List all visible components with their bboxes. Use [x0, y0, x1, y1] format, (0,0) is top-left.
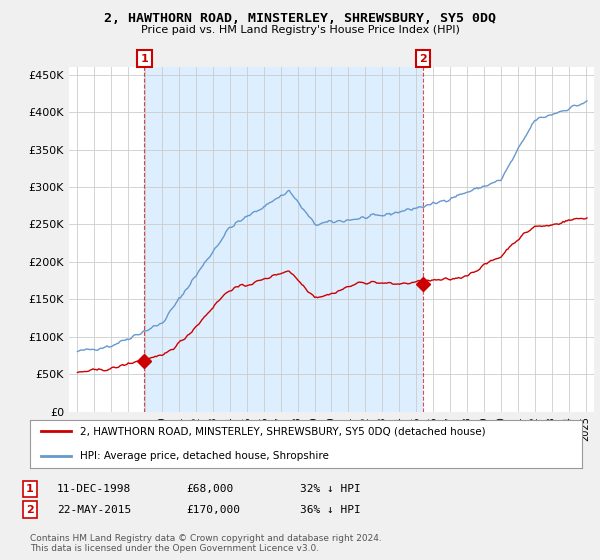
Text: Contains HM Land Registry data © Crown copyright and database right 2024.
This d: Contains HM Land Registry data © Crown c… — [30, 534, 382, 553]
Text: 1: 1 — [140, 54, 148, 64]
Text: 32% ↓ HPI: 32% ↓ HPI — [300, 484, 361, 494]
Text: 36% ↓ HPI: 36% ↓ HPI — [300, 505, 361, 515]
Text: Price paid vs. HM Land Registry's House Price Index (HPI): Price paid vs. HM Land Registry's House … — [140, 25, 460, 35]
Text: 2: 2 — [26, 505, 34, 515]
Text: 2, HAWTHORN ROAD, MINSTERLEY, SHREWSBURY, SY5 0DQ: 2, HAWTHORN ROAD, MINSTERLEY, SHREWSBURY… — [104, 12, 496, 25]
Bar — [145, 67, 423, 412]
Text: HPI: Average price, detached house, Shropshire: HPI: Average price, detached house, Shro… — [80, 451, 329, 461]
Text: 22-MAY-2015: 22-MAY-2015 — [57, 505, 131, 515]
Text: 2, HAWTHORN ROAD, MINSTERLEY, SHREWSBURY, SY5 0DQ (detached house): 2, HAWTHORN ROAD, MINSTERLEY, SHREWSBURY… — [80, 426, 485, 436]
Text: 1: 1 — [26, 484, 34, 494]
Text: £68,000: £68,000 — [186, 484, 233, 494]
Text: 2: 2 — [419, 54, 427, 64]
Text: £170,000: £170,000 — [186, 505, 240, 515]
Text: 11-DEC-1998: 11-DEC-1998 — [57, 484, 131, 494]
